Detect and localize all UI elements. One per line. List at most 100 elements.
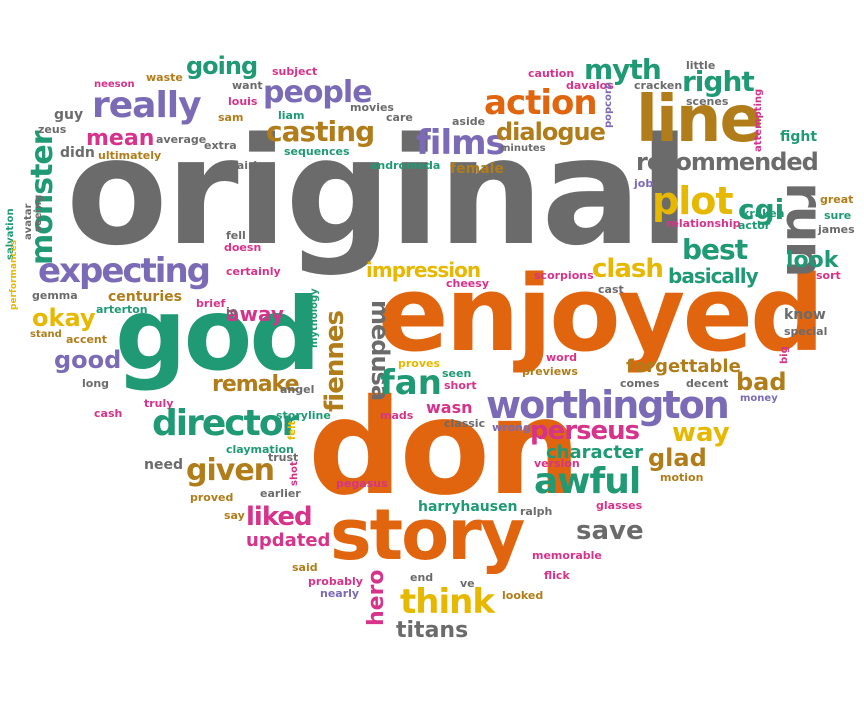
word-truly: truly: [144, 397, 174, 410]
word-plot: plot: [652, 179, 733, 223]
word-fiennes: fiennes: [320, 311, 350, 412]
word-best: best: [682, 233, 748, 266]
word-attempting: attempting: [753, 88, 764, 152]
word-updated: updated: [246, 530, 331, 551]
word-flick: flick: [544, 569, 570, 582]
word-forgettable: forgettable: [626, 356, 741, 377]
word-original: original: [66, 106, 690, 278]
word-great: great: [820, 193, 854, 206]
word-myth: myth: [584, 53, 662, 86]
word-cash: cash: [94, 407, 123, 420]
word-awful: awful: [534, 461, 641, 502]
word-wrong: wrong: [492, 421, 531, 434]
word-hero: hero: [364, 569, 389, 626]
word-io: io: [226, 305, 238, 318]
word-glasses: glasses: [596, 499, 643, 512]
word-way: way: [672, 418, 730, 448]
word-ralph: ralph: [520, 505, 553, 518]
word-angel: angel: [280, 383, 315, 396]
word-seeing: seeing: [33, 194, 44, 232]
word-director: director: [152, 403, 299, 444]
word-subject: subject: [272, 65, 318, 78]
word-action: action: [484, 83, 598, 123]
word-casting: casting: [266, 115, 375, 148]
word-want: want: [232, 79, 263, 92]
word-felt: felt: [287, 420, 298, 440]
word-mean: mean: [86, 126, 155, 151]
word-expecting: expecting: [38, 251, 211, 291]
word-brief: brief: [196, 297, 226, 310]
word-storyline: storyline: [276, 409, 331, 422]
word-liam: liam: [278, 109, 305, 122]
word-end: end: [410, 571, 434, 584]
word-memorable: memorable: [532, 549, 602, 562]
word-trust: trust: [268, 451, 299, 464]
word-extra: extra: [204, 139, 237, 152]
word-fight: fight: [780, 129, 818, 145]
word-claymation: claymation: [226, 443, 294, 456]
word-certainly: certainly: [226, 265, 281, 278]
word-zeus: zeus: [38, 123, 67, 136]
word-remake: remake: [212, 372, 300, 397]
word-didn: didn: [60, 145, 95, 161]
word-movies: movies: [350, 101, 394, 114]
word-word: word: [546, 351, 578, 364]
word-job: job: [634, 177, 654, 190]
word-mads: mads: [380, 409, 414, 422]
word-previews: previews: [522, 365, 578, 378]
word-big: big: [779, 346, 790, 364]
word-pegasus: pegasus: [336, 477, 388, 490]
word-need: need: [144, 457, 183, 473]
word-sort: sort: [816, 269, 841, 282]
word-aside: aside: [452, 115, 486, 128]
word-long: long: [82, 377, 110, 390]
word-impression: impression: [366, 258, 481, 282]
word-good: good: [54, 346, 122, 374]
word-special: special: [784, 325, 828, 338]
word-gemma: gemma: [32, 289, 78, 302]
word-minutes: minutes: [500, 143, 546, 154]
word-character: character: [546, 442, 644, 463]
word-seen: seen: [442, 367, 472, 380]
word-right: right: [682, 65, 755, 98]
word-mythology: mythology: [309, 288, 320, 348]
word-going: going: [186, 52, 258, 80]
word-okay: okay: [32, 304, 96, 332]
word-centuries: centuries: [108, 289, 182, 305]
word-sam: sam: [218, 111, 244, 124]
word-given: given: [186, 453, 275, 488]
word-cast: cast: [598, 283, 624, 296]
word-cracken: cracken: [634, 79, 683, 92]
word-louis: louis: [228, 95, 258, 108]
word-fairly: fairly: [232, 159, 265, 172]
word-glad: glad: [648, 444, 707, 472]
word-perseus: perseus: [530, 416, 640, 446]
word-ve: ve: [460, 577, 475, 590]
word-wasn: wasn: [426, 398, 473, 417]
word-guy: guy: [54, 107, 84, 123]
word-care: care: [386, 111, 413, 124]
word-basically: basically: [668, 264, 759, 288]
word-avatar: avatar: [23, 203, 34, 240]
word-worthington: worthington: [486, 383, 730, 427]
word-probably: probably: [308, 575, 363, 588]
word-earlier: earlier: [260, 487, 301, 500]
word-doesn: doesn: [224, 241, 262, 254]
word-cgi: cgi: [738, 193, 785, 226]
word-save: save: [576, 516, 644, 546]
word-looked: looked: [502, 589, 544, 602]
word-little: little: [686, 59, 716, 72]
word-stand: stand: [30, 329, 62, 340]
word-clash: clash: [592, 254, 664, 284]
word-dialogue: dialogue: [496, 118, 606, 146]
word-money: money: [740, 393, 778, 404]
word-shot: shot: [289, 461, 300, 486]
word-sure: sure: [824, 209, 852, 222]
word-waste: waste: [146, 71, 183, 84]
word-female: female: [450, 161, 504, 177]
word-sequences: sequences: [284, 145, 350, 158]
word-performances: performances: [9, 239, 19, 310]
word-cheesy: cheesy: [446, 277, 489, 290]
word-harryhausen: harryhausen: [418, 499, 518, 515]
